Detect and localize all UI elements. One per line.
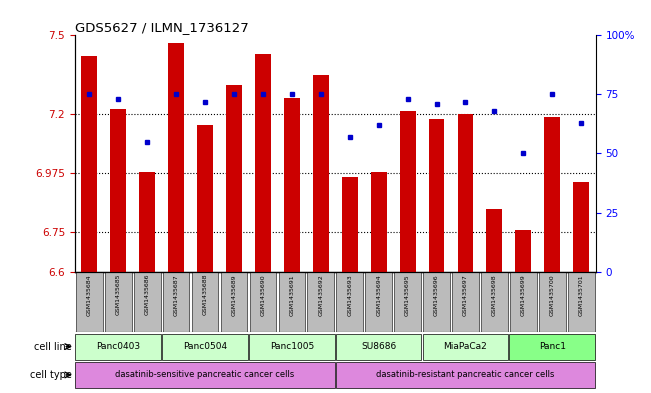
Bar	[110, 109, 126, 272]
Text: cell line: cell line	[34, 342, 72, 352]
FancyBboxPatch shape	[76, 334, 161, 360]
FancyBboxPatch shape	[134, 272, 161, 332]
Text: GSM1435685: GSM1435685	[116, 274, 121, 316]
FancyBboxPatch shape	[163, 272, 189, 332]
Text: GSM1435690: GSM1435690	[260, 274, 266, 316]
Text: SU8686: SU8686	[361, 342, 396, 351]
Bar	[400, 112, 415, 272]
Bar	[516, 230, 531, 272]
Text: GSM1435694: GSM1435694	[376, 274, 381, 316]
FancyBboxPatch shape	[162, 334, 248, 360]
Text: GDS5627 / ILMN_1736127: GDS5627 / ILMN_1736127	[75, 21, 249, 34]
FancyBboxPatch shape	[422, 334, 508, 360]
Bar	[284, 98, 300, 272]
Text: GSM1435689: GSM1435689	[232, 274, 236, 316]
FancyBboxPatch shape	[105, 272, 132, 332]
Text: GSM1435693: GSM1435693	[347, 274, 352, 316]
FancyBboxPatch shape	[452, 272, 478, 332]
FancyBboxPatch shape	[365, 272, 392, 332]
Bar	[574, 182, 589, 272]
Text: GSM1435684: GSM1435684	[87, 274, 92, 316]
FancyBboxPatch shape	[76, 362, 335, 388]
FancyBboxPatch shape	[395, 272, 421, 332]
Text: Panc1: Panc1	[539, 342, 566, 351]
Text: GSM1435687: GSM1435687	[174, 274, 178, 316]
FancyBboxPatch shape	[539, 272, 566, 332]
Bar	[486, 209, 503, 272]
Bar	[544, 117, 561, 272]
Text: cell type: cell type	[30, 370, 72, 380]
Text: Panc1005: Panc1005	[270, 342, 314, 351]
Text: GSM1435700: GSM1435700	[549, 274, 555, 316]
Text: GSM1435698: GSM1435698	[492, 274, 497, 316]
FancyBboxPatch shape	[336, 334, 421, 360]
Bar	[458, 114, 473, 272]
Text: GSM1435701: GSM1435701	[579, 274, 584, 316]
FancyBboxPatch shape	[568, 272, 594, 332]
FancyBboxPatch shape	[249, 272, 276, 332]
Text: GSM1435686: GSM1435686	[145, 274, 150, 316]
FancyBboxPatch shape	[221, 272, 247, 332]
Bar	[197, 125, 213, 272]
Bar	[168, 43, 184, 272]
FancyBboxPatch shape	[249, 334, 335, 360]
Bar	[342, 177, 357, 272]
FancyBboxPatch shape	[307, 272, 334, 332]
Bar	[313, 75, 329, 272]
FancyBboxPatch shape	[481, 272, 508, 332]
Text: dasatinib-resistant pancreatic cancer cells: dasatinib-resistant pancreatic cancer ce…	[376, 371, 555, 379]
FancyBboxPatch shape	[192, 272, 218, 332]
FancyBboxPatch shape	[423, 272, 450, 332]
Bar	[255, 54, 271, 272]
Text: dasatinib-sensitive pancreatic cancer cells: dasatinib-sensitive pancreatic cancer ce…	[115, 371, 295, 379]
FancyBboxPatch shape	[510, 272, 536, 332]
Text: Panc0403: Panc0403	[96, 342, 141, 351]
Text: GSM1435688: GSM1435688	[202, 274, 208, 316]
FancyBboxPatch shape	[76, 272, 103, 332]
FancyBboxPatch shape	[279, 272, 305, 332]
FancyBboxPatch shape	[337, 272, 363, 332]
FancyBboxPatch shape	[510, 334, 595, 360]
FancyBboxPatch shape	[336, 362, 595, 388]
Text: GSM1435695: GSM1435695	[405, 274, 410, 316]
Bar	[226, 85, 242, 272]
Bar	[81, 56, 97, 272]
Text: Panc0504: Panc0504	[183, 342, 227, 351]
Bar	[139, 172, 155, 272]
Text: GSM1435697: GSM1435697	[463, 274, 468, 316]
Text: MiaPaCa2: MiaPaCa2	[443, 342, 488, 351]
Text: GSM1435699: GSM1435699	[521, 274, 526, 316]
Text: GSM1435691: GSM1435691	[289, 274, 294, 316]
Bar	[428, 119, 445, 272]
Text: GSM1435696: GSM1435696	[434, 274, 439, 316]
Bar	[370, 172, 387, 272]
Text: GSM1435692: GSM1435692	[318, 274, 324, 316]
